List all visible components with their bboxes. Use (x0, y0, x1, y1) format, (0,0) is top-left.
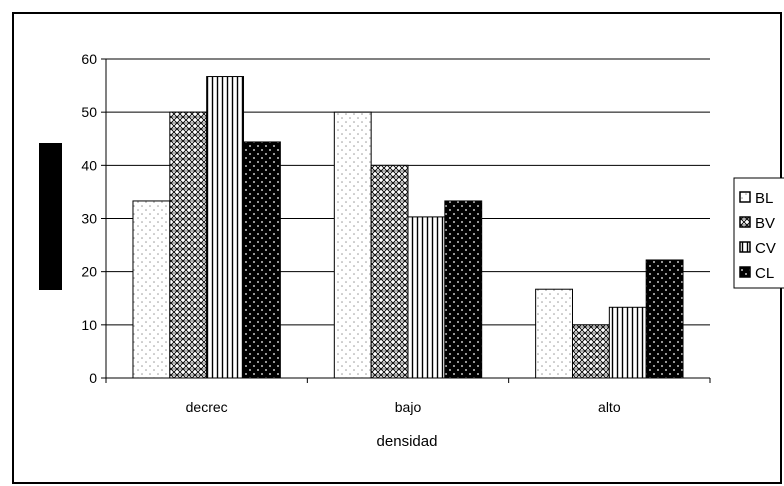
bar-bv-bajo (370, 164, 409, 379)
y-axis-ticks: 0 10 20 30 40 50 60 (81, 51, 106, 386)
legend-swatch-cl (739, 266, 751, 278)
y-tick-label: 20 (81, 264, 97, 280)
bar-bv-decrec (169, 111, 208, 379)
x-axis-label: densidad (377, 433, 438, 450)
legend-swatch-cv (739, 241, 751, 253)
y-tick-label: 0 (89, 370, 97, 386)
y-tick-label: 60 (81, 51, 97, 67)
bar-cv-alto (608, 306, 647, 379)
bar-cl-alto (645, 259, 684, 379)
y-tick-label: 30 (81, 211, 97, 227)
category-label: bajo (395, 399, 422, 415)
legend: BL BV CV CL (733, 177, 784, 289)
bar-bl-alto (535, 288, 573, 379)
bar-cl-bajo (444, 200, 483, 379)
category-label: alto (598, 399, 621, 415)
bar-bv-alto (571, 324, 610, 379)
y-tick-label: 10 (81, 317, 97, 333)
bar-bl-decrec (132, 200, 171, 379)
bar-cv-decrec (206, 76, 245, 379)
legend-label-bv: BV (755, 215, 775, 232)
legend-swatch-bl (739, 191, 751, 203)
x-axis-ticks (105, 378, 711, 383)
category-labels: decrec bajo alto (186, 399, 621, 415)
y-tick-label: 40 (81, 157, 97, 173)
bars (132, 76, 684, 379)
bar-bl-bajo (333, 111, 372, 379)
legend-label-bl: BL (755, 190, 773, 207)
legend-label-cl: CL (755, 265, 774, 282)
category-label: decrec (186, 399, 228, 415)
bar-cl-decrec (243, 141, 281, 379)
y-tick-label: 50 (81, 104, 97, 120)
bar-cv-bajo (407, 216, 446, 379)
ylabel-block (39, 143, 62, 290)
legend-swatch-bv (739, 216, 751, 228)
legend-label-cv: CV (755, 240, 776, 257)
